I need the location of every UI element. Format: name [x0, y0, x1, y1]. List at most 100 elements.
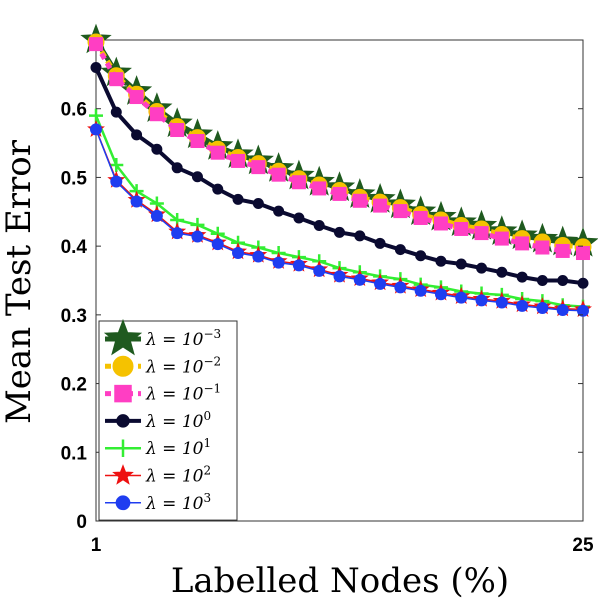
series-4-point	[496, 266, 508, 278]
series-7-point	[191, 230, 204, 243]
series-3-point	[109, 72, 124, 87]
series-4-point	[313, 220, 325, 232]
series-3-point	[494, 231, 509, 246]
series-7-point	[110, 175, 123, 188]
series-4-point	[577, 277, 589, 289]
series-4-point	[516, 271, 528, 283]
series-7-point	[272, 256, 285, 269]
series-4-point	[232, 193, 244, 205]
series-4-point	[415, 250, 427, 262]
x-tick-label: 1	[91, 535, 102, 556]
series-7-point	[556, 304, 569, 317]
series-3-point	[89, 37, 103, 52]
series-7-point	[475, 294, 488, 307]
series-7-point	[130, 195, 143, 208]
series-7-point	[577, 304, 589, 317]
series-3-point	[555, 243, 570, 258]
series-7-point	[232, 247, 245, 260]
legend-label: λ = 100	[145, 409, 211, 432]
legend-marker	[116, 414, 130, 428]
series-5-point	[109, 158, 124, 173]
y-tick-label: 0.2	[61, 375, 87, 396]
series-7-point	[90, 123, 102, 136]
y-tick-label: 0.1	[61, 443, 88, 464]
legend-marker	[115, 495, 131, 511]
legend-label: λ = 102	[145, 464, 211, 487]
series-7-point	[434, 288, 447, 301]
series-3-point	[576, 246, 590, 261]
legend-entry: λ = 101	[105, 436, 211, 459]
legend-entry: λ = 102	[105, 464, 211, 487]
legend-marker	[114, 439, 132, 457]
legend-marker	[103, 318, 143, 356]
series-7-point	[394, 281, 407, 294]
legend-entry: λ = 100	[105, 409, 211, 432]
y-tick-label: 0	[76, 512, 87, 533]
series-3-point	[291, 175, 306, 190]
series-3-point	[373, 198, 388, 213]
series-4	[90, 61, 589, 289]
x-tick-label: 25	[572, 535, 594, 556]
series-7-point	[171, 227, 184, 240]
series-4-point	[151, 143, 163, 155]
series-4-point	[374, 237, 386, 249]
series-3-point	[535, 240, 550, 255]
x-axis-label: Labelled Nodes (%)	[171, 561, 509, 601]
series-3-point	[129, 90, 144, 105]
series-4-point	[110, 106, 122, 118]
legend-marker	[112, 355, 134, 377]
series-7-point	[414, 284, 427, 297]
y-tick-label: 0.6	[61, 100, 87, 121]
series-4-point	[394, 244, 406, 256]
legend-label: λ = 10−1	[145, 382, 221, 405]
series-7-point	[252, 250, 265, 263]
series-7-point	[455, 291, 468, 304]
series-4-point	[293, 212, 305, 224]
series-4-point	[354, 230, 366, 242]
y-tick-label: 0.5	[61, 168, 88, 189]
series-7-point	[353, 273, 366, 286]
legend-label: λ = 101	[145, 436, 211, 459]
series-4-point	[476, 262, 488, 274]
series-3-point	[251, 160, 266, 175]
series-7	[90, 123, 589, 317]
series-4-point	[455, 258, 467, 270]
series-3-point	[474, 226, 489, 241]
series-4-point	[435, 255, 447, 267]
series-3-point	[149, 107, 164, 122]
legend-label: λ = 10−2	[145, 354, 221, 377]
series-4-point	[90, 61, 102, 73]
legend-entry: λ = 10−2	[105, 354, 221, 377]
series-7-point	[313, 264, 326, 277]
series-4-point	[171, 162, 183, 174]
series-3-point	[352, 193, 367, 208]
series-4-point	[536, 275, 548, 286]
legend-entry: λ = 10−1	[105, 382, 221, 405]
series-3-point	[210, 145, 225, 160]
series-3-point	[413, 210, 428, 225]
series-3-point	[312, 181, 327, 196]
series-7-point	[516, 299, 529, 312]
axis-layer: 0 0.1 0.2 0.3 0.4 0.5 0.6 1 25	[61, 100, 594, 556]
series-4-point	[191, 171, 203, 183]
series-4-point	[557, 275, 569, 286]
series-3-point	[332, 186, 347, 201]
series-4-point	[334, 226, 345, 238]
series-3-point	[170, 123, 185, 138]
series-7-point	[292, 259, 305, 272]
legend: λ = 10−3 λ = 10−2 λ = 10−1 λ = 100 λ = 101 λ …	[98, 318, 238, 521]
y-tick-label: 0.3	[61, 306, 87, 327]
series-4-point	[252, 198, 264, 210]
legend-entry: λ = 103	[105, 491, 211, 514]
series-3-point	[231, 153, 246, 168]
series-4-point	[273, 205, 285, 217]
series-7-point	[374, 277, 387, 290]
series-7-point	[150, 209, 163, 222]
series-3-point	[433, 216, 448, 231]
legend-label: λ = 10−3	[145, 327, 221, 350]
series-7-point	[333, 270, 346, 283]
legend-marker	[114, 384, 132, 403]
series-3-point	[393, 204, 408, 219]
series-3-point	[515, 236, 530, 251]
